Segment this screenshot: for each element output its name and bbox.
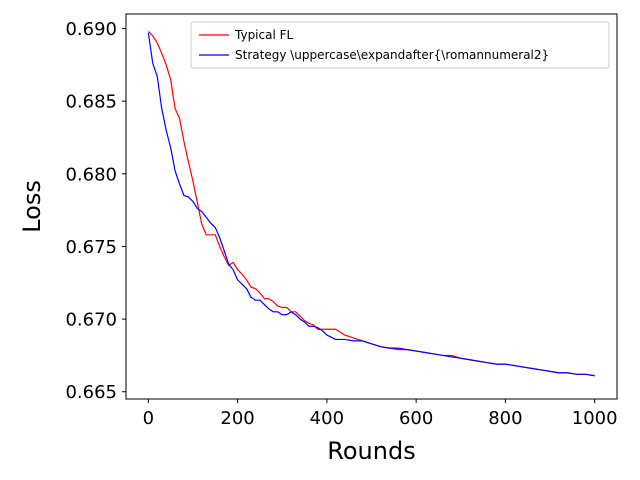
y-axis: 0.665 0.670 0.675 0.680 0.685 0.690 [65,19,126,403]
series-layer [147,31,595,377]
y-tick-label: 0.670 [65,310,117,331]
y-tick-label: 0.675 [65,237,117,258]
y-axis-label: Loss [18,180,46,233]
legend: Typical FL Strategy \uppercase\expandaft… [190,21,610,69]
x-axis-label: Rounds [327,437,415,465]
legend-box [190,21,610,69]
y-tick-label: 0.685 [65,92,117,113]
x-tick-label: 0 [143,408,154,429]
x-tick-label: 800 [488,408,522,429]
y-tick-label: 0.665 [65,382,117,403]
x-tick-label: 200 [220,408,254,429]
y-tick-label: 0.680 [65,164,117,185]
x-tick-label: 600 [399,408,433,429]
x-axis: 0 200 400 600 800 1000 [143,399,618,429]
legend-label-strategy-ii: Strategy \uppercase\expandafter{\romannu… [235,48,549,62]
series-line-1 [147,32,595,377]
x-tick-label: 400 [310,408,344,429]
x-tick-label: 1000 [572,408,618,429]
legend-label-typical-fl: Typical FL [234,28,294,42]
plot-frame [125,13,618,400]
y-tick-label: 0.690 [65,19,117,40]
